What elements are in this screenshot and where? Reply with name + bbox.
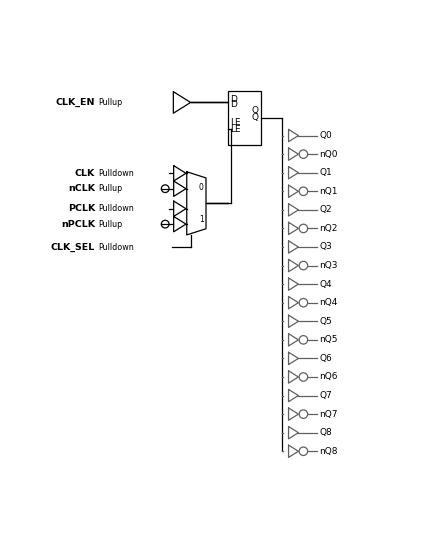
Text: CLK: CLK xyxy=(75,169,95,178)
Text: nQ2: nQ2 xyxy=(319,224,337,233)
Text: nCLK: nCLK xyxy=(68,184,95,193)
Text: 0: 0 xyxy=(199,183,204,192)
Text: Q8: Q8 xyxy=(319,428,332,437)
Text: Q: Q xyxy=(251,107,258,116)
Text: nQ0: nQ0 xyxy=(319,150,338,159)
Text: Pullup: Pullup xyxy=(98,184,122,193)
Text: Pulldown: Pulldown xyxy=(98,169,134,178)
Bar xyxy=(228,91,260,145)
Text: Q1: Q1 xyxy=(319,168,332,177)
Text: PCLK: PCLK xyxy=(68,204,95,213)
Text: Q: Q xyxy=(251,114,258,123)
Text: LE: LE xyxy=(230,125,241,134)
Text: Pulldown: Pulldown xyxy=(98,243,134,252)
Text: nQ1: nQ1 xyxy=(319,187,338,196)
Text: Q7: Q7 xyxy=(319,391,332,400)
Text: LE: LE xyxy=(230,118,241,127)
Text: CLK_EN: CLK_EN xyxy=(56,98,95,107)
Text: Pulldown: Pulldown xyxy=(98,204,134,213)
Text: Pullup: Pullup xyxy=(98,98,122,107)
Text: nQ8: nQ8 xyxy=(319,447,338,456)
Text: 1: 1 xyxy=(199,215,204,224)
Text: nQ3: nQ3 xyxy=(319,261,338,270)
Text: nQ4: nQ4 xyxy=(319,298,337,307)
Text: CLK_SEL: CLK_SEL xyxy=(51,243,95,252)
Text: Q0: Q0 xyxy=(319,131,332,140)
Text: nQ5: nQ5 xyxy=(319,335,338,344)
Text: nPCLK: nPCLK xyxy=(61,220,95,229)
Text: Q5: Q5 xyxy=(319,317,332,326)
Text: D: D xyxy=(230,100,237,109)
Text: Pullup: Pullup xyxy=(98,220,122,229)
Text: nQ6: nQ6 xyxy=(319,373,338,382)
Text: Q3: Q3 xyxy=(319,243,332,252)
Text: nQ7: nQ7 xyxy=(319,410,338,418)
Text: Q2: Q2 xyxy=(319,205,332,214)
Text: D: D xyxy=(230,95,237,104)
Text: Q4: Q4 xyxy=(319,280,332,289)
Text: Q6: Q6 xyxy=(319,354,332,363)
